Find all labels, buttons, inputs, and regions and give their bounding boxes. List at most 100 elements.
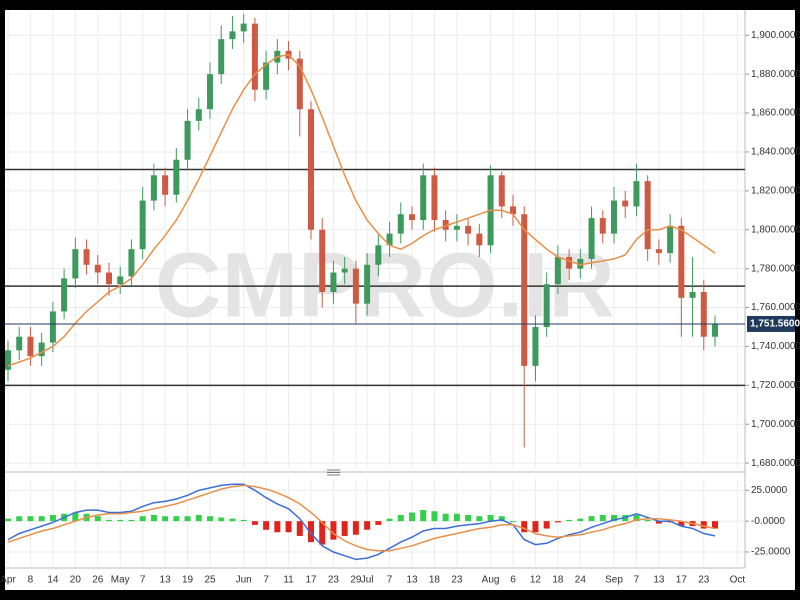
x-tick-label: Aug — [482, 575, 500, 586]
x-tick-label: 11 — [283, 575, 294, 586]
histogram-bar — [644, 519, 651, 522]
candle-body — [251, 23, 258, 90]
histogram-bar — [139, 516, 146, 522]
histogram-bar — [678, 521, 685, 527]
y-tick-label: 25.0000 — [751, 485, 788, 496]
candle-body — [117, 276, 124, 285]
candle-body — [352, 268, 359, 304]
histogram-bar — [442, 513, 449, 522]
candle-body — [308, 109, 314, 230]
candle-body — [207, 74, 213, 110]
x-tick-label: 14 — [47, 575, 59, 586]
candle-body — [38, 342, 45, 357]
histogram-bar — [420, 510, 427, 522]
candle-body — [498, 175, 505, 207]
x-tick-label: Sep — [605, 575, 623, 586]
watermark: CMPRO.IR — [155, 234, 615, 336]
candle-body — [72, 249, 79, 279]
candle-body — [431, 175, 438, 221]
histogram-bar — [352, 521, 359, 535]
candle-body — [49, 311, 56, 343]
histogram-bar — [554, 521, 561, 523]
panel-handle — [327, 469, 340, 476]
candle-body — [229, 31, 236, 40]
candle-body — [712, 323, 718, 337]
histogram-bar — [5, 518, 11, 522]
y-tick-label: 1,680.0000 — [751, 458, 800, 469]
candle-body — [678, 225, 685, 298]
candle-body — [364, 264, 371, 304]
candle-body — [27, 336, 34, 357]
x-tick-label: 23 — [328, 575, 340, 586]
x-tick-label: 18 — [552, 575, 564, 586]
candle-body — [397, 214, 404, 234]
candle-body — [700, 291, 707, 337]
x-tick-label: 13 — [160, 575, 172, 586]
moving-average — [7, 53, 716, 367]
histogram-bar — [633, 514, 640, 522]
candle-body — [420, 175, 427, 221]
histogram-bar — [453, 513, 460, 522]
histogram-bar — [330, 521, 337, 540]
histogram-bar — [162, 516, 169, 522]
candle-body — [386, 233, 393, 246]
x-tick-label: 13 — [653, 575, 665, 586]
histogram-bar — [431, 511, 438, 522]
histogram-bar — [364, 521, 371, 530]
candle-body — [106, 272, 112, 285]
histogram-bar — [106, 519, 112, 522]
candle-body — [16, 336, 23, 351]
candle-body — [319, 229, 326, 292]
histogram-bar — [532, 521, 539, 533]
candle-body — [409, 214, 415, 221]
candle-body — [162, 175, 169, 195]
histogram-bar — [611, 514, 617, 522]
candle-body — [375, 245, 382, 265]
candle-body — [173, 159, 180, 195]
x-tick-label: 6 — [510, 575, 516, 586]
histogram-bar — [700, 521, 707, 529]
histogram-bar — [173, 516, 180, 522]
histogram-bar — [375, 521, 382, 525]
y-tick-label: 1,900.0000 — [751, 30, 800, 41]
x-tick-label: 7 — [263, 575, 269, 586]
y-tick-label: 1,720.0000 — [751, 380, 800, 391]
x-tick-label: 18 — [429, 575, 441, 586]
histogram-bar — [94, 516, 101, 522]
candle-body — [218, 39, 225, 75]
histogram-bar — [49, 514, 56, 522]
histogram-bar — [476, 516, 483, 522]
histogram-bar — [543, 521, 550, 529]
histogram-bar — [409, 512, 415, 522]
x-tick-label: 29 — [350, 575, 362, 586]
y-tick-label: 1,740.0000 — [751, 341, 800, 352]
y-tick-label: 1,780.0000 — [751, 263, 800, 274]
histogram-bar — [251, 521, 258, 525]
histogram-bar — [341, 521, 348, 536]
candle-body — [476, 233, 483, 246]
candle-body — [622, 200, 629, 207]
candle-body — [611, 200, 617, 234]
x-tick-label: 19 — [182, 575, 194, 586]
candle-body — [61, 278, 68, 312]
x-tick-label: 23 — [451, 575, 463, 586]
candle-body — [633, 181, 640, 207]
x-tick-label: 12 — [530, 575, 542, 586]
candle-body — [5, 350, 11, 370]
candle-body — [330, 272, 337, 292]
candle-body — [94, 264, 101, 273]
y-tick-label: 1,760.0000 — [751, 302, 800, 313]
x-tick-label: 25 — [204, 575, 216, 586]
histogram-bar — [207, 516, 213, 522]
x-tick-label: May — [111, 575, 130, 586]
y-tick-label: 1,840.0000 — [751, 147, 800, 158]
histogram-bar — [27, 516, 34, 522]
x-tick-label: Jul — [361, 575, 374, 586]
y-tick-label: 1,860.0000 — [751, 108, 800, 119]
candle-body — [128, 249, 135, 277]
candle-body — [577, 258, 584, 269]
x-tick-label: 17 — [676, 575, 688, 586]
y-tick-label: -25.0000 — [751, 547, 791, 558]
candle-body — [510, 206, 516, 215]
